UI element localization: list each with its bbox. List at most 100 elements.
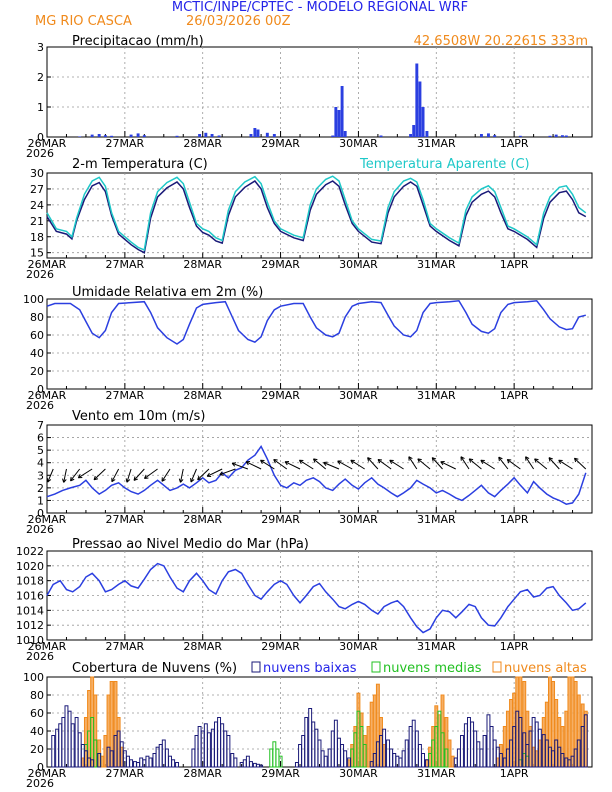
cloud-low-bar: [486, 714, 491, 768]
clouds-x-tick-label: 31MAR: [417, 767, 456, 780]
rh-x-year-label: 2026: [26, 399, 54, 412]
cloud-low-bar: [259, 764, 264, 768]
clouds-y-tick-label: 100: [23, 671, 44, 684]
cloud-low-bar: [327, 748, 332, 768]
wind-vector-head: [143, 474, 149, 480]
cloud-low-bar: [61, 717, 66, 768]
wind-vector-head: [440, 461, 445, 466]
wind-vector-head: [77, 474, 83, 479]
wind-vector: [574, 457, 587, 470]
wind-y-tick-label: 6: [37, 432, 44, 445]
wind-y-tick-label: 7: [37, 419, 44, 432]
wind-vector: [460, 456, 470, 470]
rh-y-tick-label: 40: [30, 347, 44, 360]
precip-bar: [272, 134, 276, 137]
wind-vector: [440, 461, 456, 470]
wind-vector-head: [125, 478, 131, 483]
cloud-low-bar: [304, 717, 309, 768]
wind-y-tick-label: 0: [37, 507, 44, 520]
cloud-low-bar: [398, 757, 403, 768]
cloud-low-bar: [139, 757, 144, 768]
cloud-low-bar: [298, 744, 302, 768]
wind-vector-head: [417, 458, 422, 463]
wind-vector: [133, 468, 145, 481]
rh-series-line-1: [46, 300, 586, 345]
wind-vector: [408, 456, 418, 470]
wind-x-year-label: 2026: [26, 523, 54, 536]
wind-vector: [417, 458, 431, 470]
cloud-low-bar: [194, 735, 199, 768]
precip-x-tick-label: 31MAR: [417, 137, 456, 150]
precip-bar: [217, 135, 221, 137]
wind-x-tick-label: 28MAR: [183, 513, 222, 526]
rh-frame: [46, 298, 593, 390]
wind-vector-head: [219, 471, 224, 476]
precip-bar: [334, 107, 338, 137]
wind-vector: [179, 468, 184, 483]
cloud-low-bar: [164, 748, 169, 768]
rh-x-tick-label: 27MAR: [106, 389, 145, 402]
cloud-high-bar: [450, 755, 455, 768]
cloud-low-bar: [317, 739, 322, 768]
figure-title: MCTIC/INPE/CPTEC - MODELO REGIONAL WRF: [172, 0, 468, 15]
clouds-x-tick-label: 29MAR: [261, 767, 300, 780]
cloud-low-bar: [320, 750, 325, 768]
legend-high-clouds-swatch: [492, 661, 502, 673]
wind-vector: [431, 457, 443, 470]
cloud-low-bar: [168, 755, 172, 768]
cloud-low-bar: [411, 719, 416, 768]
precip-bar: [78, 136, 82, 137]
wind-vector: [190, 468, 197, 483]
precip-bar: [425, 131, 429, 137]
cloud-low-bar: [217, 717, 222, 768]
wind-vector: [260, 459, 275, 470]
cloud-low-bar: [233, 757, 238, 768]
wind-vector-head: [190, 477, 195, 483]
wind-vector: [273, 459, 288, 470]
precip-bar: [412, 125, 416, 137]
pressure-panel-title: Pressao ao Nivel Medio do Mar (hPa): [72, 537, 309, 552]
cloud-mid-bar: [362, 744, 367, 768]
cloud-high-bar: [570, 676, 575, 768]
cloud-low-bar: [421, 753, 426, 768]
wind-vector-head: [133, 476, 138, 481]
temp-x-tick-label: 1APR: [500, 258, 529, 271]
wind-vector: [111, 468, 120, 482]
precip-y-tick-label: 2: [37, 71, 44, 84]
wind-vector: [197, 468, 210, 481]
plot-area: 26MAR 27MAR 28MAR 29MAR 30MAR 31MAR 1APR202601…: [16, 41, 593, 790]
precip-bar: [198, 134, 202, 137]
cloud-low-bar: [77, 732, 82, 768]
cloud-high-bar: [366, 726, 371, 768]
coordinates-label: 42.6508W 20.2261S 333m: [414, 34, 588, 49]
cloud-low-bar: [473, 730, 478, 768]
wind-x-tick-label: 29MAR: [261, 513, 300, 526]
cloud-low-bar: [576, 739, 581, 768]
wind-vector-head: [313, 458, 318, 463]
clouds-y-tick-label: 60: [30, 707, 44, 720]
pressure-x-tick-label: 26MAR: [28, 640, 67, 653]
temp-series-line-2: [46, 175, 587, 252]
cloud-mid-bar: [444, 748, 449, 768]
cloud-low-bar: [518, 717, 523, 768]
legend-low-clouds-swatch: [251, 661, 261, 673]
wind-vector-head: [197, 475, 202, 481]
precip-x-tick-label: 27MAR: [106, 137, 145, 150]
cloud-low-bar: [90, 759, 95, 768]
wind-x-tick-label: 31MAR: [417, 513, 456, 526]
wind-x-tick-label: 1APR: [500, 513, 529, 526]
precip-bar: [418, 81, 422, 137]
wind-vector-head: [231, 462, 237, 467]
wind-vector: [245, 461, 262, 470]
cloud-low-bar: [245, 755, 250, 768]
pressure-x-tick-label: 27MAR: [106, 640, 145, 653]
cloud-low-bar: [323, 755, 328, 768]
cloud-low-bar: [301, 735, 306, 768]
wind-vector: [70, 468, 81, 482]
cloud-low-bar: [206, 732, 211, 768]
precip-bar: [97, 134, 101, 137]
wind-vector: [389, 459, 404, 470]
wind-vector-head: [245, 461, 251, 466]
wind-vector: [284, 461, 301, 470]
apparent-temp-title: Temperatura Aparente (C): [359, 157, 530, 172]
